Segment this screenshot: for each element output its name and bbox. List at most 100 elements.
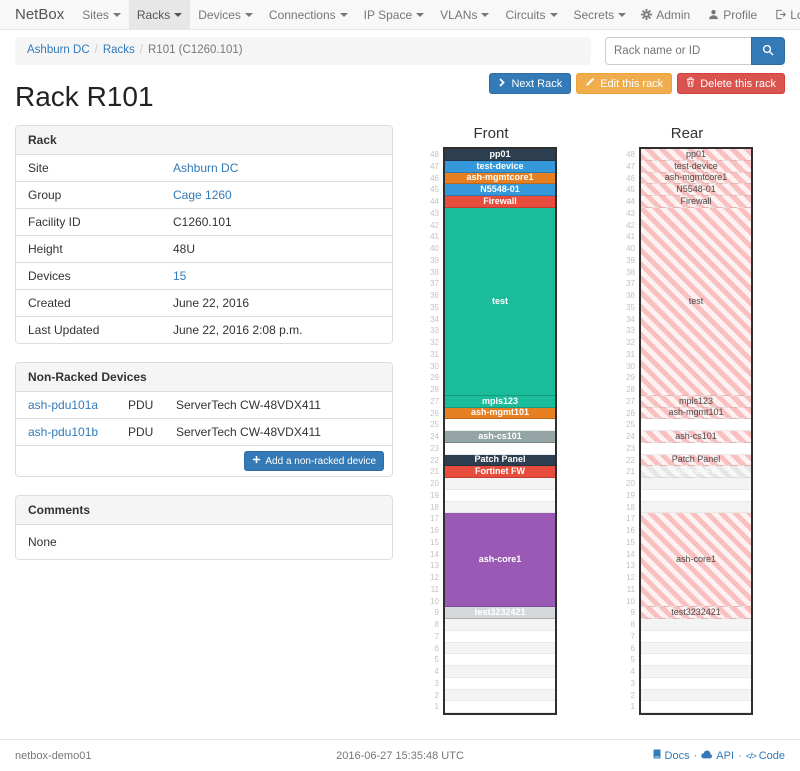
unit-number: 31 bbox=[430, 349, 439, 359]
comments-panel-title: Comments bbox=[16, 496, 392, 525]
brand-netbox[interactable]: NetBox bbox=[15, 6, 65, 23]
unit-number: 26 bbox=[626, 408, 635, 418]
nav-item-connections[interactable]: Connections bbox=[261, 0, 356, 29]
button-label: Edit this rack bbox=[600, 77, 664, 90]
next-rack-button[interactable]: Next Rack bbox=[489, 73, 572, 94]
comments-panel: Comments None bbox=[15, 495, 393, 560]
nav-item-log-out[interactable]: Log out bbox=[768, 0, 800, 29]
unit-number: 47 bbox=[430, 161, 439, 171]
device-rear-fortinet-fw[interactable]: Fortinet FW bbox=[641, 466, 751, 478]
unit-number: 47 bbox=[626, 161, 635, 171]
breadcrumb-item-racks[interactable]: Racks bbox=[102, 44, 135, 56]
unit-number: 9 bbox=[630, 608, 635, 618]
main-content: Rack Site Ashburn DC Group Cage 1260 Facilit… bbox=[0, 125, 800, 715]
device-rear-ash-mgmtcore1[interactable]: ash-mgmtcore1 bbox=[641, 172, 751, 185]
plus-icon bbox=[252, 455, 261, 467]
device-rear-pp01[interactable]: pp01 bbox=[641, 149, 751, 161]
nav-item-vlans[interactable]: VLANs bbox=[432, 0, 497, 29]
rack-unit-empty bbox=[641, 442, 751, 455]
unit-number: 37 bbox=[626, 279, 635, 289]
rack-actions: Next Rack Edit this rack Delete this rack bbox=[489, 73, 785, 94]
nav-item-ip-space[interactable]: IP Space bbox=[356, 0, 432, 29]
device-rear-n5548-01[interactable]: N5548-01 bbox=[641, 184, 751, 196]
device-label: pp01 bbox=[685, 149, 707, 159]
device-rear-patch-panel[interactable]: Patch Panel bbox=[641, 454, 751, 467]
device-rear-test-device[interactable]: test-device bbox=[641, 160, 751, 173]
device-front-patch-panel[interactable]: Patch Panel bbox=[445, 454, 555, 467]
unit-number: 12 bbox=[430, 573, 439, 582]
navbar: NetBox Sites Racks Devices Connections IP Sp… bbox=[0, 0, 800, 30]
attr-value-link[interactable]: Ashburn DC bbox=[173, 161, 239, 175]
breadcrumb-item-ashburn-dc[interactable]: Ashburn DC bbox=[27, 44, 90, 56]
device-front-test-device[interactable]: test-device bbox=[445, 160, 555, 173]
unit-number: 10 bbox=[626, 596, 635, 606]
gear-icon bbox=[641, 9, 653, 20]
device-label: ash-cs101 bbox=[478, 431, 522, 441]
rack-attr-row-height: Height 48U bbox=[16, 235, 392, 263]
device-rear-test[interactable]: test bbox=[641, 207, 751, 396]
device-label: ash-mgmt101 bbox=[470, 407, 530, 418]
non-racked-device-row: ash-pdu101b PDU ServerTech CW-48VDX411 bbox=[16, 418, 392, 445]
nav-item-sites[interactable]: Sites bbox=[74, 0, 129, 29]
device-front-ash-mgmt101[interactable]: ash-mgmt101 bbox=[445, 407, 555, 420]
attr-value: June 22, 2016 bbox=[161, 289, 392, 317]
device-front-ash-mgmtcore1[interactable]: ash-mgmtcore1 bbox=[445, 172, 555, 185]
rack-unit-empty bbox=[641, 478, 751, 490]
device-front-test[interactable]: test bbox=[445, 207, 555, 396]
device-front-test3232421[interactable]: test3232421 bbox=[445, 607, 555, 619]
device-label: N5548-01 bbox=[480, 184, 520, 195]
unit-number: 42 bbox=[626, 220, 635, 230]
device-name-link[interactable]: ash-pdu101a bbox=[28, 398, 99, 412]
rack-unit-empty bbox=[445, 442, 555, 455]
footer-link-docs[interactable]: Docs bbox=[652, 749, 690, 762]
pencil-icon bbox=[585, 77, 595, 90]
button-label: Next Rack bbox=[511, 77, 563, 90]
device-label: ash-core1 bbox=[675, 554, 717, 565]
device-front-fortinet-fw[interactable]: Fortinet FW bbox=[445, 466, 555, 478]
device-front-firewall[interactable]: Firewall bbox=[445, 196, 555, 208]
device-name-link[interactable]: ash-pdu101b bbox=[28, 425, 99, 439]
nav-item-profile[interactable]: Profile bbox=[701, 0, 764, 29]
unit-number: 21 bbox=[430, 467, 439, 477]
unit-number: 19 bbox=[430, 490, 439, 500]
left-column: Rack Site Ashburn DC Group Cage 1260 Facilit… bbox=[15, 125, 393, 578]
unit-number: 29 bbox=[626, 373, 635, 383]
footer-link-api[interactable]: API bbox=[701, 750, 734, 762]
nav-item-circuits[interactable]: Circuits bbox=[497, 0, 565, 29]
page-title: Rack R101 bbox=[15, 81, 154, 112]
edit-this-rack-button[interactable]: Edit this rack bbox=[576, 73, 673, 94]
topbar: Ashburn DC / Racks / R101 (C1260.101) bbox=[15, 37, 785, 65]
unit-number: 39 bbox=[626, 255, 635, 265]
add-non-racked-device-button[interactable]: Add a non-racked device bbox=[244, 451, 384, 471]
unit-number: 41 bbox=[626, 232, 635, 242]
rack-elevations: Front 48 47 46 45 44 43 42 41 40 39 38 37 36 35 34 33 32… bbox=[393, 125, 785, 715]
attr-value: Cage 1260 bbox=[161, 181, 392, 209]
device-label: Patch Panel bbox=[671, 454, 721, 465]
device-label: test3232421 bbox=[671, 607, 721, 618]
nav-item-admin[interactable]: Admin bbox=[634, 0, 697, 29]
device-rear-ash-mgmt101[interactable]: ash-mgmt101 bbox=[641, 407, 751, 420]
device-rear-ash-cs101[interactable]: ash-cs101 bbox=[641, 431, 751, 443]
device-label: test bbox=[688, 295, 704, 306]
delete-this-rack-button[interactable]: Delete this rack bbox=[677, 73, 785, 94]
rack-search-input[interactable] bbox=[605, 37, 751, 65]
device-label: ash-cs101 bbox=[675, 431, 717, 441]
footer-link-code[interactable]: </> Code bbox=[745, 749, 785, 762]
attr-value-link[interactable]: 15 bbox=[173, 269, 187, 283]
device-rear-mpls123[interactable]: mpls123 bbox=[641, 395, 751, 408]
unit-number: 33 bbox=[626, 326, 635, 336]
search-button[interactable] bbox=[751, 37, 785, 65]
unit-number: 35 bbox=[626, 302, 635, 312]
device-front-ash-cs101[interactable]: ash-cs101 bbox=[445, 431, 555, 443]
device-rear-ash-core1[interactable]: ash-core1 bbox=[641, 513, 751, 608]
device-front-pp01[interactable]: pp01 bbox=[445, 149, 555, 161]
device-front-mpls123[interactable]: mpls123 bbox=[445, 395, 555, 408]
device-front-ash-core1[interactable]: ash-core1 bbox=[445, 513, 555, 608]
device-front-n5548-01[interactable]: N5548-01 bbox=[445, 184, 555, 196]
nav-item-racks[interactable]: Racks bbox=[128, 0, 191, 29]
device-rear-test3232421[interactable]: test3232421 bbox=[641, 607, 751, 619]
nav-item-devices[interactable]: Devices bbox=[190, 0, 261, 29]
device-rear-firewall[interactable]: Firewall bbox=[641, 196, 751, 208]
attr-value-link[interactable]: Cage 1260 bbox=[173, 188, 232, 202]
nav-item-secrets[interactable]: Secrets bbox=[566, 0, 635, 29]
